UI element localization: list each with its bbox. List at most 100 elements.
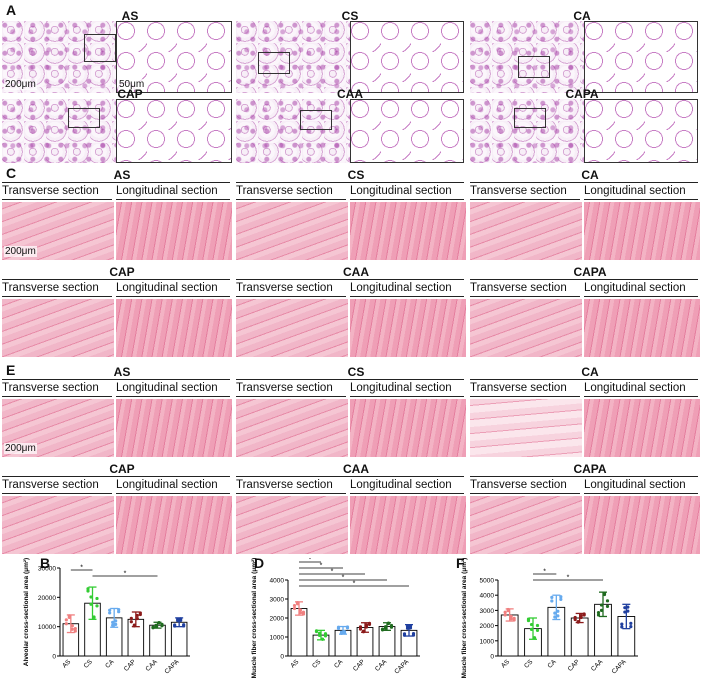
data-point: [317, 633, 322, 638]
data-point: [70, 627, 74, 631]
data-point: [405, 624, 410, 628]
significance-star: *: [80, 565, 83, 572]
muscle-image-cap-longitudinal: [116, 496, 232, 554]
data-point: [86, 589, 90, 593]
muscle-image-as-longitudinal: [116, 399, 232, 457]
data-point: [411, 633, 416, 637]
x-tick-label: CAP: [352, 658, 366, 672]
transverse-label: Transverse section: [236, 382, 333, 394]
panel-label-b: B: [40, 555, 51, 571]
section-underline: [350, 296, 464, 297]
data-point: [529, 627, 534, 631]
zoom-box-as: [84, 34, 116, 62]
data-point: [129, 616, 133, 621]
zoom-box-ca: [518, 56, 550, 78]
group-label-ca: CA: [581, 365, 599, 379]
transverse-label: Transverse section: [236, 185, 333, 197]
data-point: [114, 619, 118, 623]
data-point: [292, 606, 297, 611]
group-underline: [236, 476, 464, 477]
data-point: [89, 595, 93, 599]
data-point: [529, 622, 534, 627]
lung-image-caa-low: [236, 99, 350, 163]
data-point: [135, 616, 139, 621]
bar-cap: [570, 617, 589, 657]
data-point: [553, 611, 557, 615]
data-point: [157, 620, 161, 625]
data-point: [573, 617, 577, 622]
data-point: [620, 625, 624, 629]
data-point: [73, 629, 77, 633]
group-label-cs: CS: [347, 365, 365, 379]
scale-bar: 200μm: [4, 246, 37, 257]
zoom-box-cap: [68, 108, 100, 128]
panel-label-f: F: [456, 555, 465, 571]
data-point: [629, 625, 633, 629]
transverse-label: Transverse section: [236, 479, 333, 491]
section-underline: [584, 493, 698, 494]
data-point: [509, 614, 513, 618]
data-point: [345, 625, 350, 629]
lung-image-ca-low: [470, 21, 584, 93]
data-point: [556, 609, 560, 613]
data-point: [70, 624, 74, 628]
data-point: [132, 623, 136, 627]
muscle-image-ca-transverse: [470, 399, 582, 457]
data-point: [576, 619, 580, 624]
data-point: [154, 623, 158, 627]
data-point: [129, 620, 133, 624]
muscle-image-cap-longitudinal: [116, 299, 232, 357]
y-tick-label: 0: [52, 654, 56, 661]
section-underline: [2, 296, 112, 297]
data-point: [314, 629, 319, 633]
scale-bar-low: 200μm: [4, 79, 37, 90]
data-point: [367, 622, 372, 627]
data-point: [582, 613, 586, 617]
section-underline: [2, 493, 112, 494]
data-point: [111, 620, 115, 624]
lung-image-cs-low: [236, 21, 350, 93]
longitudinal-label: Longitudinal section: [584, 479, 686, 491]
longitudinal-label: Longitudinal section: [350, 382, 452, 394]
data-point: [596, 611, 601, 615]
y-tick-label: 5000: [480, 578, 495, 585]
transverse-label: Transverse section: [470, 185, 567, 197]
data-point: [89, 602, 93, 606]
data-point: [550, 595, 554, 600]
transverse-label: Transverse section: [2, 479, 99, 491]
significance-star: *: [124, 571, 127, 578]
section-underline: [236, 396, 346, 397]
data-point: [605, 599, 610, 603]
longitudinal-label: Longitudinal section: [350, 479, 452, 491]
data-point: [550, 599, 554, 603]
group-label-as: AS: [113, 168, 131, 182]
data-point: [95, 596, 99, 601]
data-point: [64, 622, 68, 626]
data-point: [380, 628, 385, 632]
y-tick-label: 4000: [480, 593, 495, 600]
significance-star: *: [567, 575, 570, 582]
x-tick-label: CAPA: [393, 658, 411, 676]
section-underline: [350, 396, 464, 397]
data-point: [298, 608, 303, 612]
group-underline: [2, 476, 230, 477]
x-tick-label: CA: [104, 658, 116, 670]
data-point: [535, 623, 540, 628]
data-point: [579, 613, 583, 618]
data-point: [626, 605, 630, 609]
zoom-box-caa: [300, 110, 332, 130]
section-underline: [470, 493, 580, 494]
data-point: [623, 606, 627, 610]
y-tick-label: 2000: [270, 616, 285, 623]
data-point: [602, 591, 607, 595]
y-tick-label: 10000: [38, 624, 56, 631]
panel-label-e: E: [6, 362, 16, 378]
y-axis-label: Alveolar cross-sectional area (μm²): [23, 558, 30, 666]
y-tick-label: 1000: [270, 635, 285, 642]
panel-label-d: D: [254, 555, 265, 571]
muscle-image-cap-transverse: [2, 496, 114, 554]
x-tick-label: CAA: [374, 658, 389, 673]
section-underline: [470, 199, 580, 200]
longitudinal-label: Longitudinal section: [116, 282, 218, 294]
data-point: [339, 631, 344, 635]
